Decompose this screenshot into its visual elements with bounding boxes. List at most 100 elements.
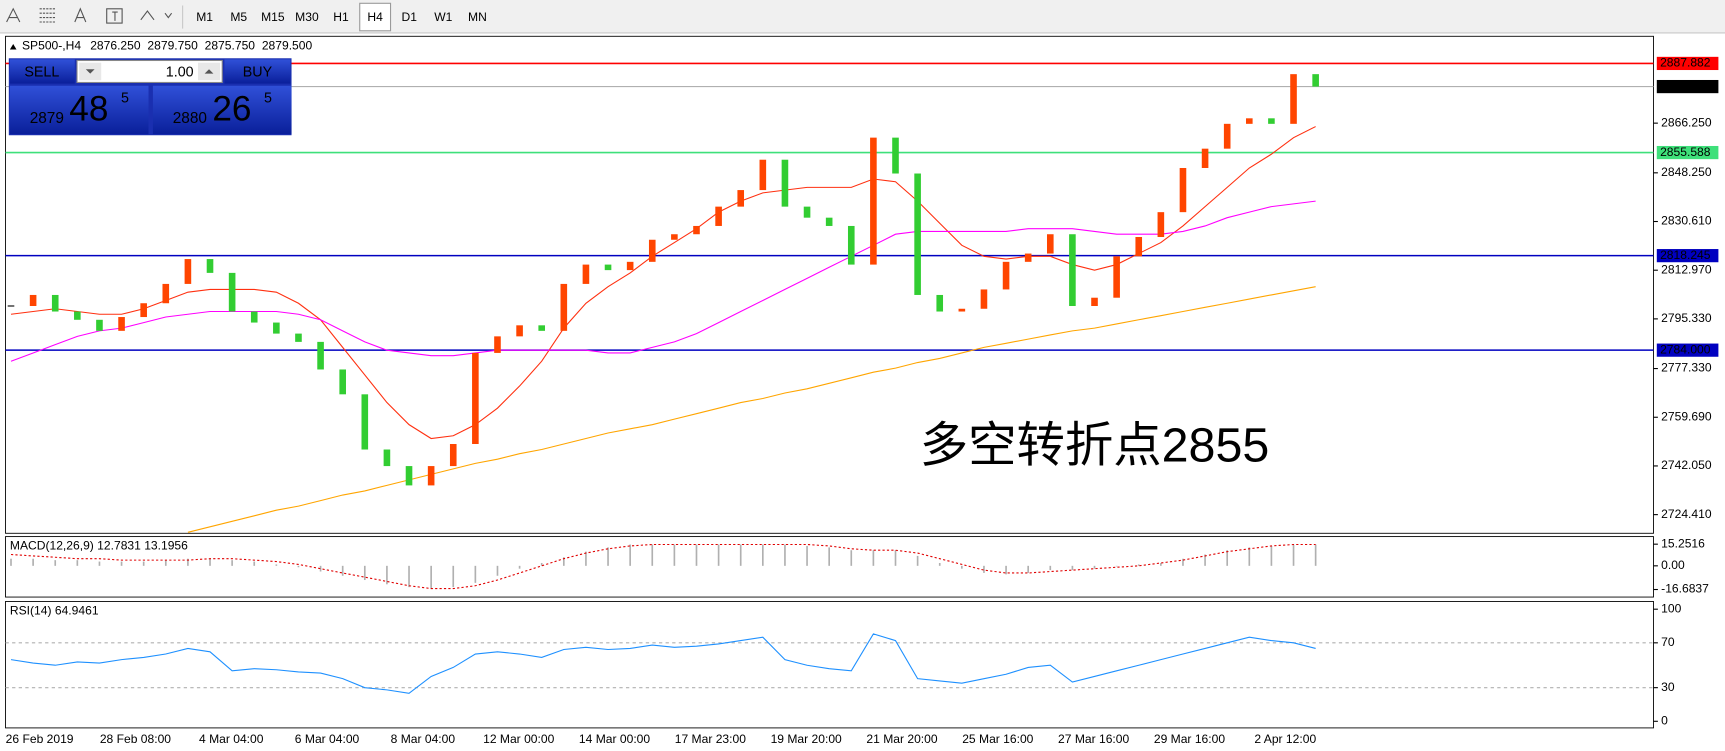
timeframe-button[interactable]: H4 — [367, 10, 383, 24]
collapse-icon[interactable] — [9, 43, 17, 50]
macd-bar — [386, 565, 388, 585]
macd-signal — [10, 543, 1316, 590]
candle — [693, 225, 700, 235]
bid-sup[interactable]: 5 — [121, 91, 129, 107]
icon-shapes[interactable] — [140, 10, 173, 21]
candle — [29, 294, 37, 306]
current-price-box — [1656, 79, 1719, 94]
rsi-tick-label: 100 — [1661, 601, 1681, 615]
sell-button[interactable] — [9, 59, 75, 84]
macd-bar — [1248, 547, 1251, 566]
x-label: 17 Mar 23:00 — [675, 732, 746, 746]
x-label: 21 Mar 20:00 — [866, 732, 937, 746]
icon-lines[interactable] — [39, 8, 56, 23]
candle — [1113, 256, 1120, 298]
ask-big[interactable]: 2880 — [173, 110, 207, 127]
macd-bar — [695, 544, 698, 566]
macd-bar — [872, 550, 875, 566]
bid-big[interactable]: 2879 — [30, 110, 64, 127]
current-price-label: 2879.500 — [1660, 79, 1711, 93]
level-label: 2887.882 — [1660, 56, 1711, 70]
ask-sup[interactable]: 5 — [264, 91, 272, 107]
rsi-title: RSI(14) 64.9461 — [10, 604, 99, 618]
icon-label-t — [112, 11, 118, 21]
x-label: 29 Mar 16:00 — [1154, 732, 1225, 746]
icon-text[interactable] — [74, 7, 87, 23]
macd-bar — [76, 560, 79, 566]
macd-bar — [762, 544, 764, 566]
timeframe-button[interactable]: H1 — [333, 10, 349, 24]
macd-bar — [894, 550, 897, 566]
timeframe-button[interactable]: W1 — [434, 10, 452, 24]
candle — [184, 259, 192, 284]
candle — [206, 259, 214, 273]
lots-down-arrow — [85, 69, 95, 74]
x-label: 12 Mar 00:00 — [483, 732, 554, 746]
candle — [1223, 123, 1231, 149]
ask-main[interactable]: 26 — [212, 89, 251, 128]
y-tick-label: 2830.610 — [1661, 214, 1712, 228]
macd-bar — [209, 558, 211, 566]
candle — [449, 443, 457, 467]
candle — [892, 137, 899, 174]
rsi-panel — [5, 601, 1654, 729]
candle — [1135, 236, 1143, 257]
macd-bar — [164, 560, 167, 566]
timeframe-button[interactable]: D1 — [402, 10, 418, 24]
annotation: 多空转折点2855 — [920, 418, 1270, 472]
macd-bar — [452, 565, 455, 588]
level-box — [1656, 249, 1719, 263]
candle — [538, 325, 546, 331]
ohlc-value: 2879.750 — [147, 38, 198, 52]
icon-indicators[interactable] — [6, 7, 21, 23]
candle — [648, 239, 656, 262]
candle — [361, 394, 369, 450]
y-tick-label: 2742.050 — [1661, 458, 1712, 472]
macd-bar — [142, 561, 145, 566]
macd-bar — [1137, 564, 1140, 566]
icon-label[interactable] — [106, 8, 123, 24]
timeframe-button[interactable]: M15 — [261, 10, 285, 24]
macd-bar — [585, 551, 587, 566]
timeframe-button[interactable]: M5 — [230, 10, 247, 24]
ohlc-value: 2879.500 — [262, 38, 313, 52]
macd-tick-label: -16.6837 — [1661, 582, 1709, 596]
lots-value[interactable]: 1.00 — [166, 64, 194, 80]
candle — [671, 234, 678, 240]
macd-bar — [408, 565, 410, 588]
ohlc-value: 2875.750 — [205, 38, 256, 52]
macd-tick-label: 0.00 — [1661, 558, 1685, 572]
buy-label[interactable]: BUY — [243, 64, 273, 80]
candle — [427, 466, 435, 486]
level-box — [1656, 343, 1719, 357]
timeframe-button[interactable]: M1 — [196, 10, 213, 24]
timeframe-button[interactable]: MN — [468, 10, 487, 24]
level-box — [1656, 145, 1719, 160]
candle — [339, 369, 346, 395]
macd-bar — [54, 560, 57, 566]
x-label: 2 Apr 12:00 — [1254, 732, 1316, 746]
macd-bar — [828, 547, 830, 566]
bid-main[interactable]: 48 — [69, 89, 108, 128]
x-label: 26 Feb 2019 — [6, 732, 74, 746]
macd-bar — [32, 558, 34, 566]
rsi-tick-label: 70 — [1661, 635, 1675, 649]
rsi-line — [10, 633, 1316, 694]
macd-title: MACD(12,26,9) 12.7831 13.1956 — [10, 539, 188, 553]
timeframe-button[interactable]: M30 — [295, 10, 319, 24]
candle — [781, 159, 789, 207]
ask-box[interactable] — [152, 85, 292, 135]
macd-bar — [806, 545, 808, 566]
bid-box[interactable] — [9, 85, 149, 135]
candle — [162, 283, 170, 304]
macd-bar — [1204, 554, 1206, 566]
rsi-tick-label: 0 — [1661, 713, 1668, 727]
sell-label[interactable]: SELL — [24, 64, 59, 80]
lots-up-arrow — [204, 69, 214, 74]
candle — [228, 272, 236, 312]
buy-button[interactable] — [224, 59, 291, 84]
candle — [74, 311, 81, 320]
macd-bar — [850, 550, 853, 566]
lots-box[interactable] — [76, 59, 223, 84]
macd-bar — [430, 565, 432, 589]
